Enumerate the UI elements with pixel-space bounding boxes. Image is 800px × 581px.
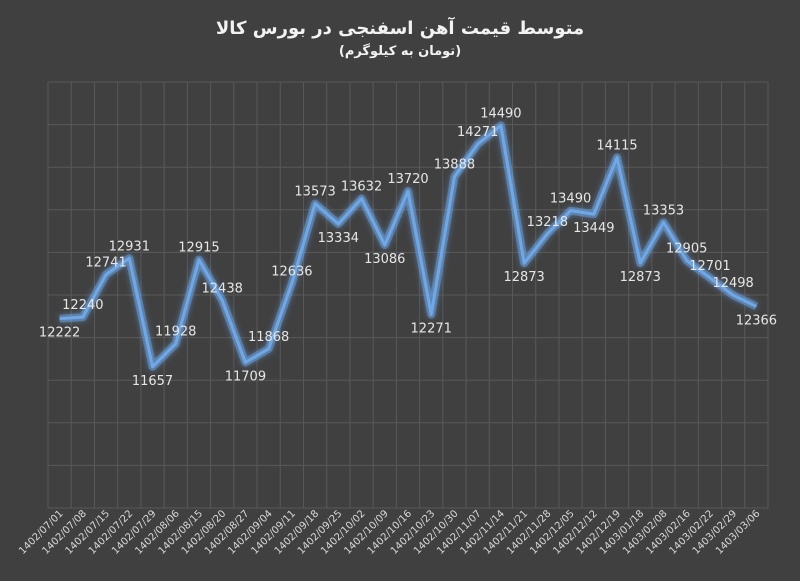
data-label: 12915 (178, 241, 219, 256)
data-label: 13086 (364, 252, 405, 267)
data-label: 14490 (480, 106, 521, 121)
data-label: 14115 (596, 138, 637, 153)
data-label: 11928 (155, 325, 196, 340)
data-label: 13720 (387, 172, 428, 187)
data-label: 12873 (620, 270, 661, 285)
data-label: 12873 (503, 270, 544, 285)
data-label: 12366 (736, 313, 777, 328)
data-label: 12240 (62, 298, 103, 313)
data-label: 12701 (689, 259, 730, 274)
data-label: 12438 (202, 281, 243, 296)
data-label: 11868 (248, 330, 289, 345)
x-axis-ticks: 1402/07/011402/07/081402/07/151402/07/22… (17, 508, 762, 557)
series-line (59, 123, 758, 369)
data-label: 12905 (666, 241, 707, 256)
data-label: 12741 (85, 255, 126, 270)
data-label: 12222 (39, 326, 80, 341)
data-label: 11709 (225, 369, 266, 384)
series (59, 123, 758, 369)
data-label: 11657 (132, 374, 173, 389)
data-label: 13490 (550, 192, 591, 207)
data-label: 12271 (411, 322, 452, 337)
chart-title: متوسط قیمت آهن اسفنجی در بورس کالا (215, 18, 585, 39)
data-label: 14271 (457, 125, 498, 140)
data-label: 13334 (318, 231, 359, 246)
data-label: 13218 (527, 215, 568, 230)
data-label: 13632 (341, 180, 382, 195)
data-label: 13353 (643, 203, 684, 218)
data-label: 12931 (109, 239, 150, 254)
data-label: 13573 (294, 185, 335, 200)
grid (47, 81, 769, 509)
chart-subtitle: (تومان به کیلوگرم) (338, 44, 462, 59)
data-label: 12636 (271, 264, 312, 279)
data-label: 13888 (434, 158, 475, 173)
data-label: 13449 (573, 221, 614, 236)
data-label: 12498 (712, 276, 753, 291)
